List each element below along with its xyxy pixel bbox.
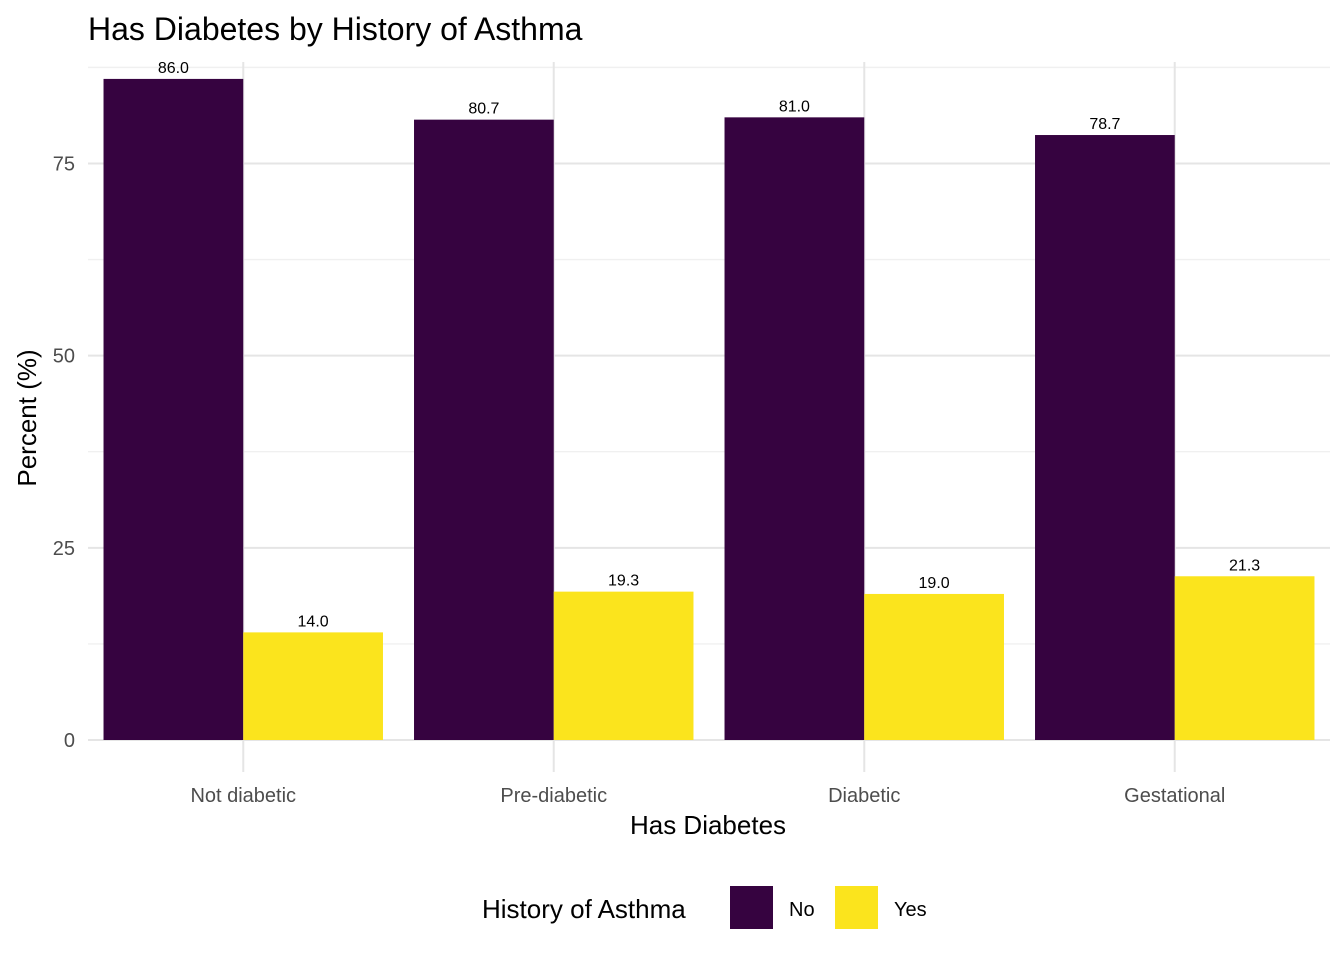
legend-label-yes: Yes [894,899,927,921]
legend-key-yes [835,886,878,929]
data-label-yes-1: 19.3 [608,573,639,590]
bar-yes-1 [553,591,694,740]
data-label-yes-0: 14.0 [298,613,329,630]
bar-no-0 [103,78,244,741]
data-label-no-1: 80.7 [468,101,499,118]
y-tick-label: 0 [64,730,75,752]
bar-yes-2 [864,593,1004,740]
x-axis-ticks: Not diabetic Pre-diabetic Diabetic Gestatio… [190,785,1225,807]
bar-yes-0 [243,632,383,740]
bar-no-1 [414,119,554,740]
x-tick-label: Gestational [1124,785,1225,807]
y-tick-label: 50 [53,346,75,368]
chart-title: Has Diabetes by History of Asthma [88,11,583,47]
x-tick-label: Not diabetic [190,785,296,807]
y-tick-label: 75 [53,153,75,175]
legend: History of Asthma No Yes [482,886,927,929]
data-label-yes-3: 21.3 [1229,557,1260,574]
x-tick-label: Diabetic [828,785,900,807]
legend-label-no: No [789,899,815,921]
x-axis-title: Has Diabetes [630,810,786,840]
data-label-yes-2: 19.0 [919,575,950,592]
y-axis-ticks: 0 25 50 75 [53,153,75,752]
data-label-no-0: 86.0 [158,60,189,77]
bars [103,78,1315,741]
data-label-no-2: 81.0 [779,98,810,115]
bar-yes-3 [1174,576,1315,740]
data-labels: 86.0 80.7 81.0 78.7 14.0 19.3 19.0 21.3 [158,60,1260,630]
y-axis-title: Percent (%) [12,349,42,486]
data-label-no-3: 78.7 [1089,116,1120,133]
y-tick-label: 25 [53,538,75,560]
bar-no-2 [724,117,865,741]
x-tick-label: Pre-diabetic [500,785,607,807]
legend-title: History of Asthma [482,894,686,924]
bar-no-3 [1035,135,1175,740]
legend-key-no [730,886,773,929]
